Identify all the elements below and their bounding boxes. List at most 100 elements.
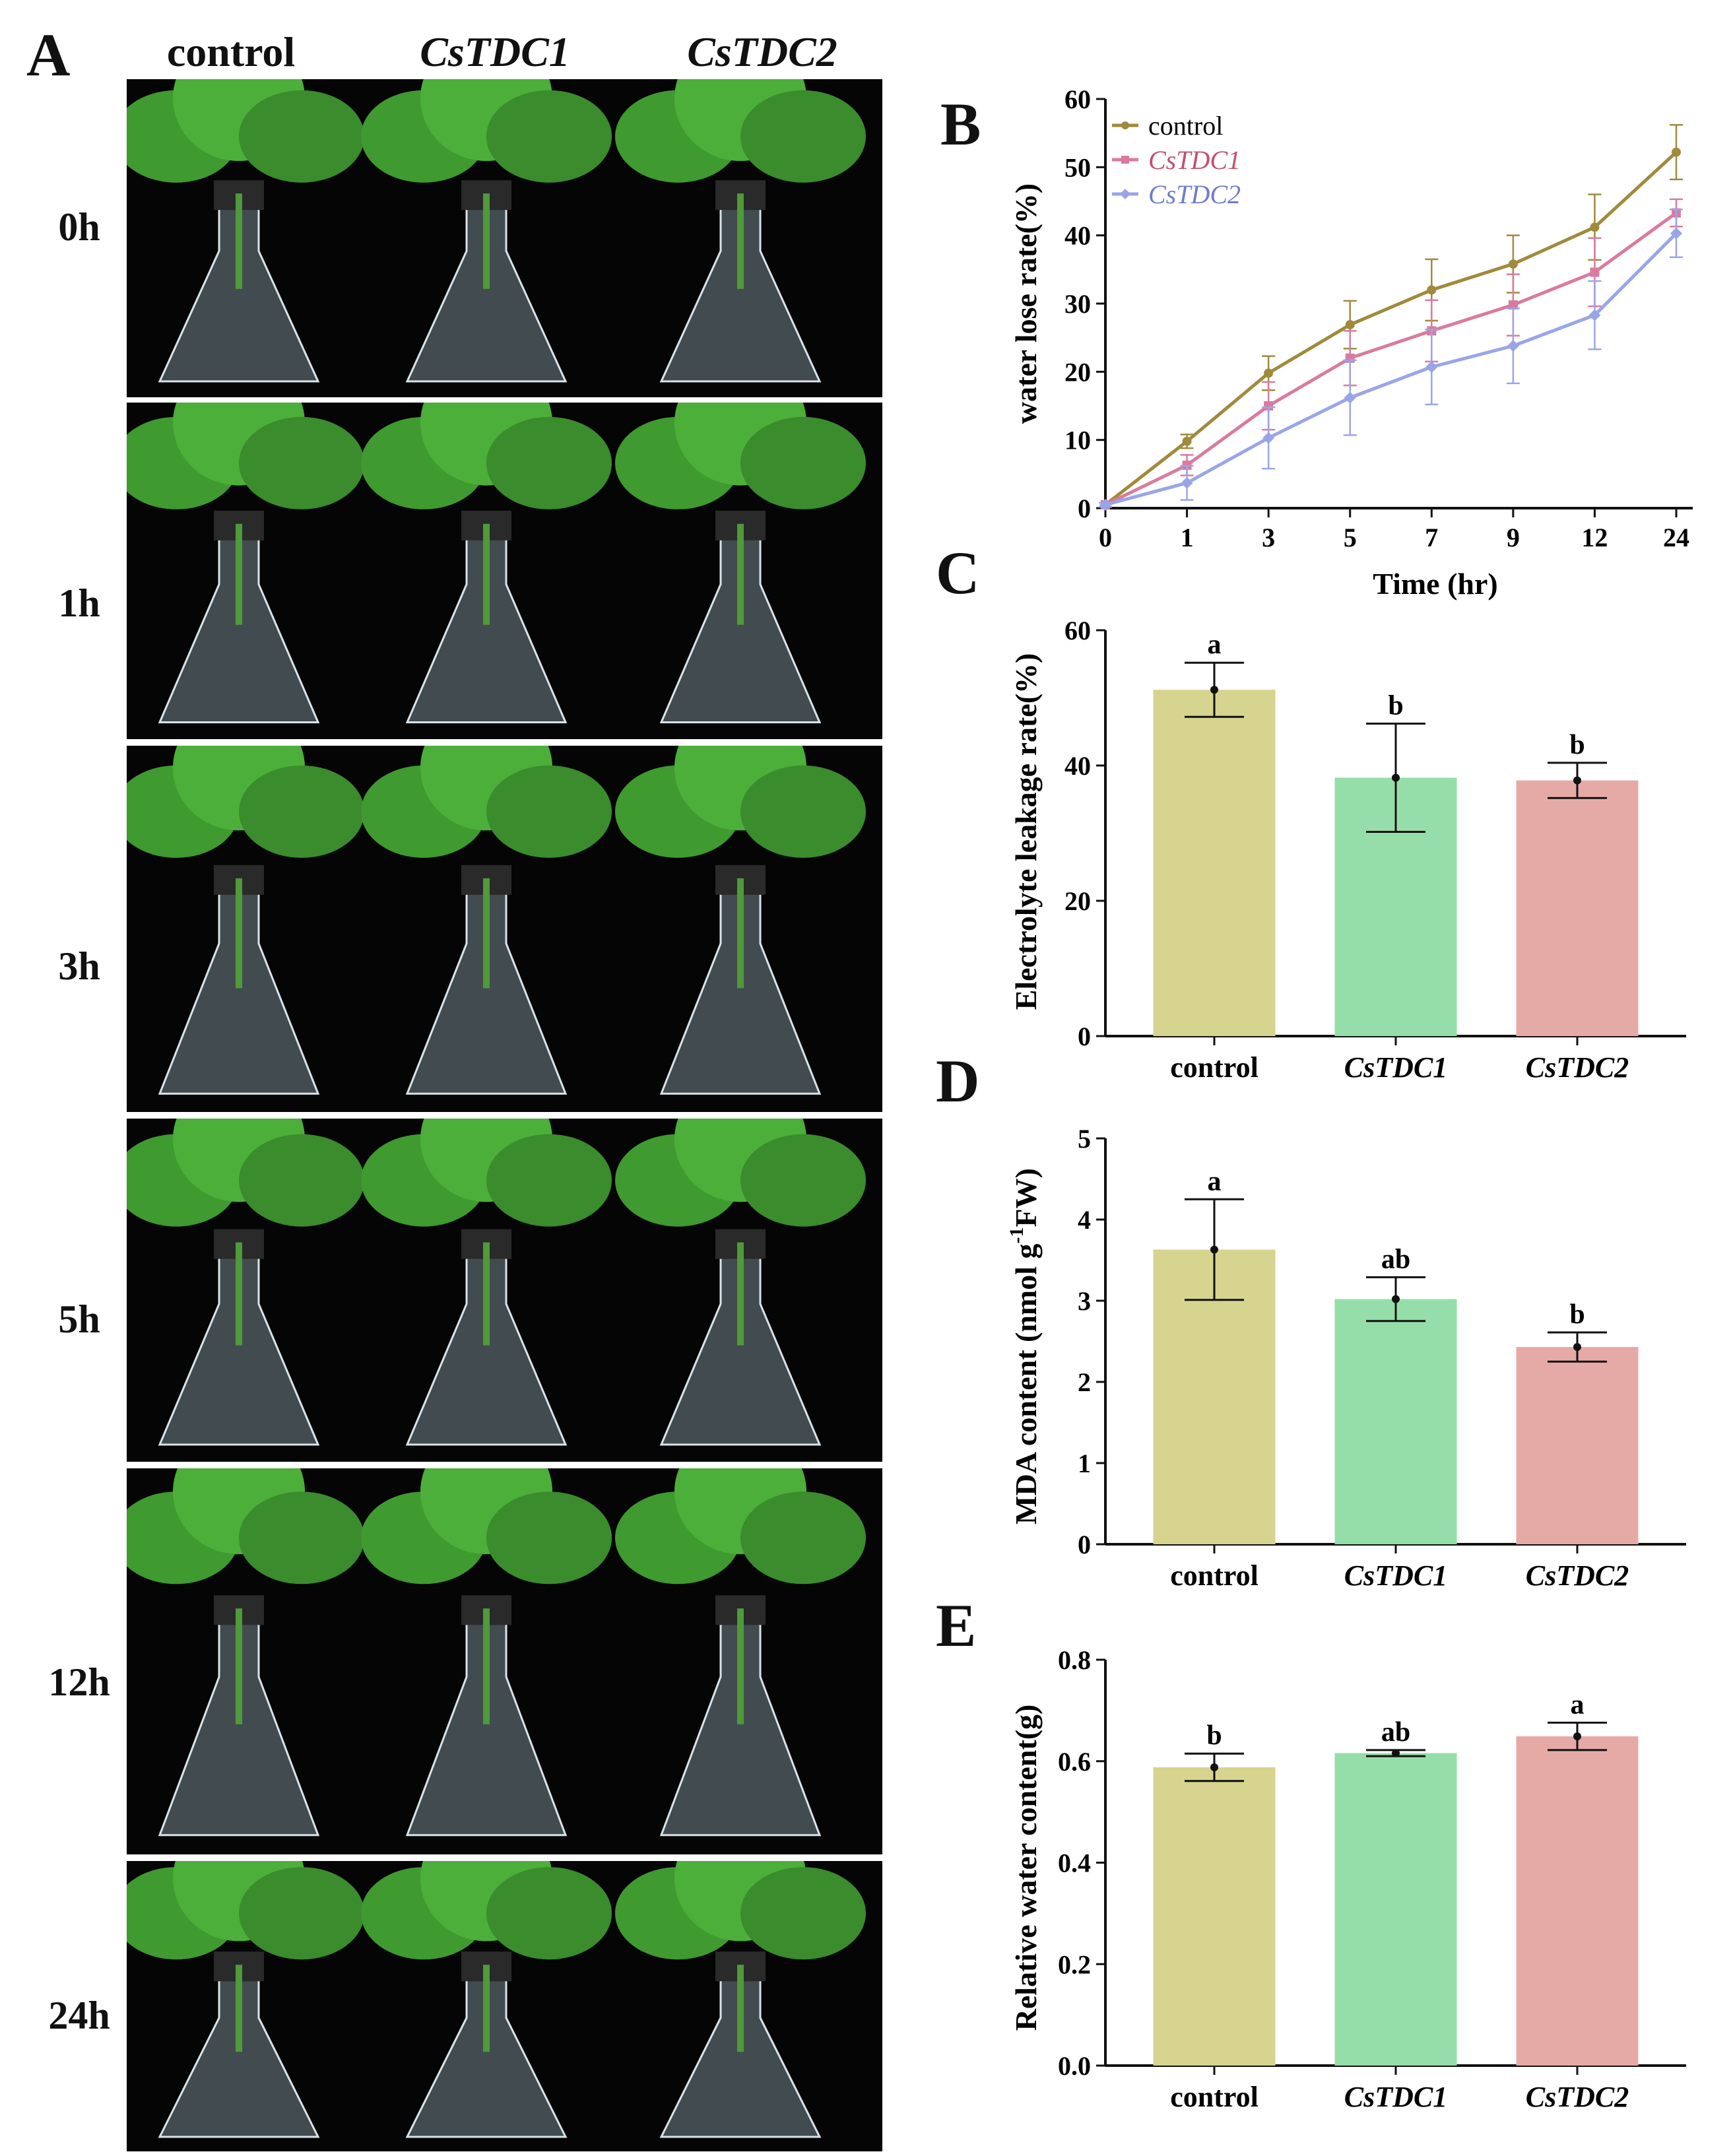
column-header-cstdc1: CsTDC1 xyxy=(420,28,570,75)
chart-e-ytick-label: 0.4 xyxy=(1058,1848,1091,1878)
chart-d-mda-content: MDA content (nmol g-1FW) 0 1 2 3 4 5 a control a… xyxy=(1006,1124,1686,1592)
chart-e-mean-point xyxy=(1210,1763,1218,1771)
column-header-cstdc2: CsTDC2 xyxy=(687,28,837,75)
chart-c-significance-label: a xyxy=(1208,630,1222,660)
chart-e-category-label: CsTDC1 xyxy=(1344,2081,1447,2113)
chart-d-category-label: CsTDC2 xyxy=(1526,1559,1629,1592)
chart-b-ytick-label: 20 xyxy=(1064,357,1091,387)
row-label-12h: 12h xyxy=(48,1660,110,1704)
legend-marker-cstdc1 xyxy=(1121,156,1129,164)
chart-e-category-label: CsTDC2 xyxy=(1526,2081,1629,2113)
plant-in-flask-control xyxy=(127,1468,364,1837)
plant-in-flask-CsTDC2 xyxy=(615,403,866,723)
chart-b-point-control xyxy=(1508,259,1518,269)
chart-b-ytick-label: 10 xyxy=(1064,426,1091,455)
chart-e-bar-CsTDC1 xyxy=(1334,1753,1457,2066)
chart-c-ytick-label: 0 xyxy=(1078,1022,1091,1051)
chart-b-point-CsTDC2 xyxy=(1181,476,1193,489)
chart-b-point-control xyxy=(1264,368,1274,378)
chart-b-ytick-label: 30 xyxy=(1064,289,1091,319)
chart-d-ylabel: MDA content (nmol g-1FW) xyxy=(1006,1168,1043,1524)
chart-e-significance-label: b xyxy=(1206,1720,1222,1751)
chart-c-category-label: control xyxy=(1170,1051,1259,1084)
photo-row-24h xyxy=(127,1861,882,2151)
chart-b-series-CsTDC2 xyxy=(1105,232,1678,507)
plant-in-flask-CsTDC1 xyxy=(361,1468,612,1837)
chart-b-ylabel: water lose rate(%) xyxy=(1009,183,1043,424)
row-label-24h: 24h xyxy=(48,1994,110,2037)
plant-in-flask-CsTDC2 xyxy=(615,1468,866,1837)
row-label-5h: 5h xyxy=(58,1297,100,1341)
chart-b-point-CsTDC2 xyxy=(1588,309,1601,321)
chart-d-category-label: control xyxy=(1170,1559,1259,1592)
plant-in-flask-CsTDC2 xyxy=(615,1119,866,1446)
chart-b-point-control xyxy=(1590,222,1600,232)
chart-d-mean-point xyxy=(1210,1245,1218,1254)
chart-b-xtick-label: 7 xyxy=(1425,523,1438,552)
photo-row-1h xyxy=(127,403,882,739)
chart-b-point-CsTDC2 xyxy=(1670,227,1682,240)
chart-c-category-label: CsTDC2 xyxy=(1526,1051,1629,1084)
chart-b-xtick-label: 0 xyxy=(1099,523,1112,552)
plant-in-flask-control xyxy=(127,1861,364,2138)
plant-in-flask-CsTDC2 xyxy=(615,79,866,383)
plant-in-flask-control xyxy=(127,1119,364,1446)
chart-b-point-control xyxy=(1182,436,1192,446)
legend-label-cstdc2: CsTDC2 xyxy=(1148,180,1241,209)
chart-e-mean-point xyxy=(1573,1732,1581,1741)
chart-d-ytick-label: 1 xyxy=(1078,1449,1091,1478)
chart-c-mean-point xyxy=(1573,776,1581,785)
chart-c-category-label: CsTDC1 xyxy=(1344,1051,1447,1084)
chart-b-xtick-label: 9 xyxy=(1507,523,1520,552)
chart-d-significance-label: a xyxy=(1208,1166,1222,1196)
plant-in-flask-CsTDC2 xyxy=(615,746,866,1095)
chart-b-xlabel: Time (hr) xyxy=(1373,567,1498,601)
plant-in-flask-control xyxy=(127,403,364,723)
chart-b-water-loss: water lose rate(%) Time (hr) control CsT… xyxy=(1009,84,1693,601)
chart-d-ytick-label: 2 xyxy=(1078,1367,1091,1397)
chart-b-series-control xyxy=(1104,150,1678,506)
chart-e-mean-point xyxy=(1392,1749,1400,1757)
legend-label-cstdc1: CsTDC1 xyxy=(1148,145,1241,175)
chart-e-significance-label: a xyxy=(1571,1689,1585,1720)
chart-b-xtick-label: 1 xyxy=(1181,523,1194,552)
row-label-1h: 1h xyxy=(58,581,100,625)
chart-e-bar-control xyxy=(1153,1767,1276,2066)
chart-e-ytick-label: 0.2 xyxy=(1058,1949,1091,1979)
chart-b-point-CsTDC2 xyxy=(1262,432,1275,444)
plant-in-flask-CsTDC1 xyxy=(361,79,612,383)
legend-marker-cstdc2 xyxy=(1120,189,1130,199)
chart-b-xtick-label: 24 xyxy=(1663,523,1689,552)
chart-d-bar-CsTDC1 xyxy=(1334,1299,1457,1544)
chart-c-ytick-label: 40 xyxy=(1064,751,1091,781)
photo-row-12h xyxy=(127,1468,882,1854)
chart-b-xtick-label: 3 xyxy=(1262,523,1275,552)
photo-row-5h xyxy=(127,1119,882,1462)
chart-b-series-CsTDC1 xyxy=(1104,211,1678,507)
plant-in-flask-control xyxy=(127,79,364,383)
chart-b-point-control xyxy=(1345,320,1355,330)
chart-d-ytick-label: 0 xyxy=(1078,1530,1091,1559)
chart-b-ytick-label: 40 xyxy=(1064,221,1091,251)
plant-in-flask-CsTDC2 xyxy=(615,1861,866,2138)
chart-c-bar-CsTDC2 xyxy=(1516,780,1639,1036)
chart-b-point-CsTDC1 xyxy=(1508,300,1518,310)
chart-c-mean-point xyxy=(1210,686,1218,694)
chart-e-relative-water-content: Relative water content(g) 0.0 0.2 0.4 0.6 0.… xyxy=(1009,1645,1686,2113)
chart-c-ytick-label: 20 xyxy=(1064,886,1091,916)
chart-b-ytick-label: 50 xyxy=(1064,152,1091,182)
chart-d-bar-CsTDC2 xyxy=(1516,1347,1639,1544)
chart-b-point-CsTDC1 xyxy=(1264,401,1274,410)
plant-in-flask-CsTDC1 xyxy=(361,746,612,1095)
chart-e-ylabel: Relative water content(g) xyxy=(1009,1705,1043,2031)
chart-b-point-CsTDC2 xyxy=(1507,340,1519,352)
chart-b-point-CsTDC1 xyxy=(1590,267,1600,277)
row-label-0h: 0h xyxy=(58,205,100,249)
chart-d-ytick-label: 5 xyxy=(1078,1124,1091,1154)
chart-e-ytick-label: 0.0 xyxy=(1058,2051,1091,2081)
chart-d-ytick-label: 4 xyxy=(1078,1205,1091,1235)
panel-a-letter: A xyxy=(26,21,71,88)
panel-c-letter: C xyxy=(936,539,980,606)
chart-b-legend: control CsTDC1 CsTDC2 xyxy=(1112,111,1241,209)
chart-d-significance-label: b xyxy=(1569,1299,1585,1330)
